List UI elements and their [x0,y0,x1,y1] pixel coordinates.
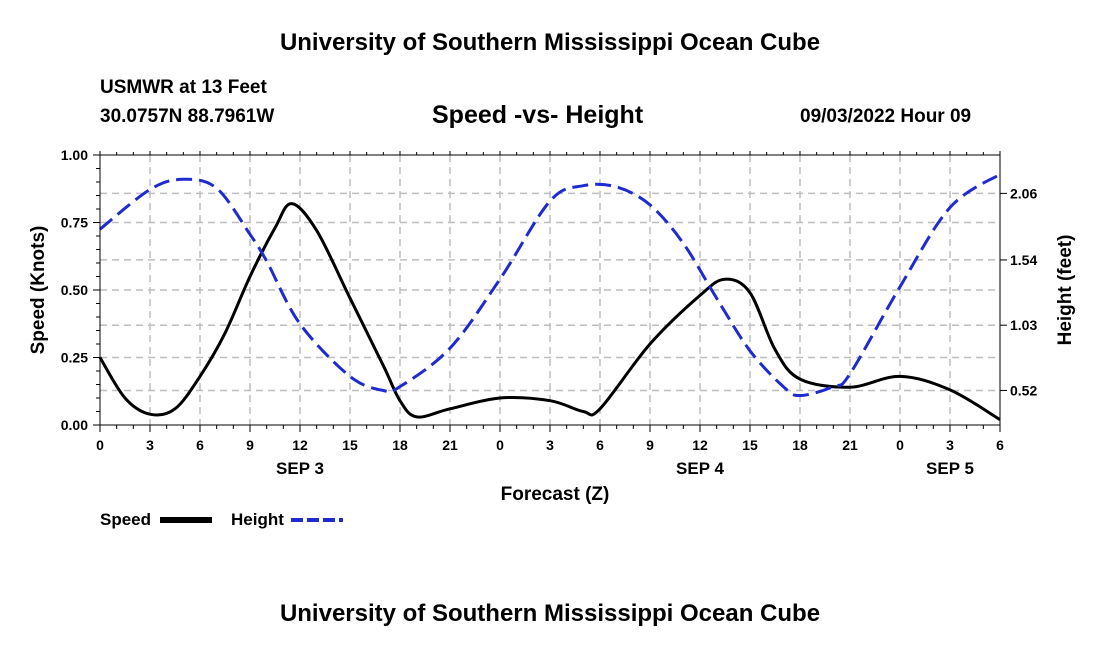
x-tick-label: 3 [546,437,554,453]
x-tick-label: 21 [842,437,858,453]
x-tick-label: 6 [196,437,204,453]
y-axis-label: Speed (Knots) [28,226,49,355]
y2-tick-label: 1.03 [1010,317,1037,333]
legend-height-label: Height [231,510,284,529]
x-tick-label: 12 [292,437,308,453]
x-tick-label: 0 [496,437,504,453]
x-tick-label: 3 [146,437,154,453]
y2-tick-label: 1.54 [1010,252,1037,268]
y-tick-label: 0.25 [61,350,88,366]
y-tick-label: 1.00 [61,147,88,163]
station-label: USMWR at 13 Feet [100,77,267,98]
y-tick-label: 0.50 [61,282,88,298]
station-coords: 30.0757N 88.7961W [100,106,275,127]
forecast-datetime: 09/03/2022 Hour 09 [800,106,972,127]
y2-axis-label: Height (feet) [1055,235,1076,346]
y-tick-label: 0.00 [61,417,88,433]
grid [100,155,1000,425]
date-label: SEP 4 [676,459,724,478]
x-tick-label: 12 [692,437,708,453]
x-tick-label: 15 [342,437,358,453]
height-series-line [99,172,1001,398]
x-tick-label: 18 [392,437,408,453]
x-tick-label: 9 [246,437,254,453]
x-tick-label: 6 [996,437,1004,453]
x-axis-label: Forecast (Z) [501,484,610,505]
chart-title: Speed -vs- Height [432,101,644,129]
main-title: University of Southern Mississippi Ocean… [279,29,821,56]
x-tick-label: 21 [442,437,458,453]
axes: 0 3 6 9 12 15 18 21 0 3 6 9 12 15 18 21 0 3 6 SEP 3 SEP 4 SEP… [61,147,1038,478]
footer-title: University of Southern Mississippi Ocean… [279,600,821,627]
y-tick-label: 0.75 [61,215,88,231]
legend-height-line [291,518,343,522]
date-label: SEP 5 [926,459,974,478]
x-tick-label: 0 [896,437,904,453]
y2-tick-label: 0.52 [1010,382,1037,398]
x-tick-label: 18 [792,437,808,453]
x-tick-label: 9 [646,437,654,453]
series-layer [98,172,1001,421]
x-tick-label: 0 [96,437,104,453]
x-tick-label: 15 [742,437,758,453]
legend-speed-line [160,517,212,523]
y2-tick-label: 2.06 [1010,185,1037,201]
x-tick-label: 6 [596,437,604,453]
speed-series-line [98,202,1001,421]
x-tick-label: 3 [946,437,954,453]
legend-speed-label: Speed [100,510,152,529]
date-label: SEP 3 [276,459,324,478]
